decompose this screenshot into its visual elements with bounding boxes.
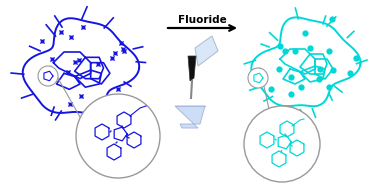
- Circle shape: [248, 68, 268, 88]
- Polygon shape: [188, 56, 196, 81]
- Circle shape: [38, 66, 58, 86]
- Circle shape: [76, 94, 160, 178]
- Text: Fluoride: Fluoride: [178, 15, 227, 25]
- Polygon shape: [175, 106, 205, 128]
- Polygon shape: [195, 36, 218, 66]
- Circle shape: [244, 106, 320, 182]
